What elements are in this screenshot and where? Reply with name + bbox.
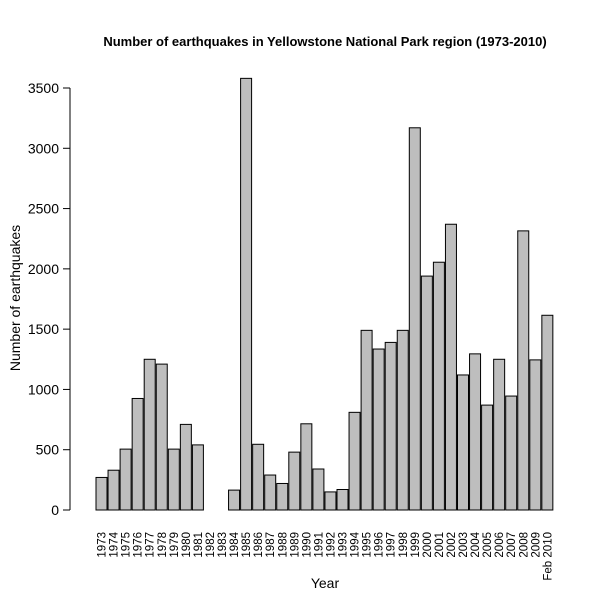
bar-1998 <box>396 329 409 511</box>
x-tick-label: Feb 2010 <box>542 532 554 581</box>
x-tick-label: 2009 <box>530 532 542 558</box>
bar-1975 <box>119 448 132 511</box>
bar-1979 <box>167 448 180 511</box>
x-tick-label: 2007 <box>506 532 518 558</box>
x-tick-label: 1980 <box>181 532 193 558</box>
bar-2006 <box>493 358 506 511</box>
bar-1995 <box>360 329 373 511</box>
x-tick-label: 1998 <box>398 532 410 558</box>
y-tick-label: 500 <box>36 442 60 458</box>
x-tick-label: 2004 <box>470 531 482 557</box>
bar-1990 <box>300 423 313 511</box>
y-tick-label: 1000 <box>28 381 59 397</box>
bar-1981 <box>191 444 204 511</box>
x-tick-label: 1988 <box>277 532 289 558</box>
x-tick-label: 1977 <box>145 532 157 558</box>
bar-1977 <box>143 358 156 511</box>
y-tick-label: 3000 <box>28 140 59 156</box>
y-axis: 0 500 1000 1500 2000 2500 3000 3500 <box>28 80 71 518</box>
bar-2003 <box>457 374 469 511</box>
bar-2009 <box>529 359 542 511</box>
bar-2008 <box>517 230 530 511</box>
bar-1989 <box>288 451 301 511</box>
x-tick-label: 2008 <box>518 532 530 558</box>
bar-1974 <box>107 469 120 511</box>
x-tick-label: 1997 <box>386 532 398 558</box>
x-tick-label: 1999 <box>410 532 422 558</box>
bar-1996 <box>372 348 385 511</box>
bar-1987 <box>264 474 277 511</box>
x-tick-label: 2001 <box>434 532 446 558</box>
x-tick-label: 1973 <box>97 532 109 558</box>
x-tick-label: 2006 <box>494 532 506 558</box>
chart-title: Number of earthquakes in Yellowstone Nat… <box>103 34 546 49</box>
x-tick-label: 1986 <box>253 532 265 558</box>
x-axis-title: Year <box>311 575 340 591</box>
x-tick-label: 1993 <box>338 532 350 558</box>
x-tick-label: 1984 <box>229 531 241 557</box>
bar-1986 <box>252 443 265 511</box>
x-tick-label: 1992 <box>325 532 337 558</box>
x-tick-label: 1983 <box>217 532 229 558</box>
x-tick-label: 2000 <box>422 532 434 558</box>
x-tick-label: 2003 <box>458 532 470 558</box>
x-tick-label: 1975 <box>121 532 133 558</box>
x-tick-label: 2005 <box>482 532 494 558</box>
x-tick-label: 1978 <box>157 532 169 558</box>
bar-2000 <box>420 275 433 511</box>
x-tick-label: 1996 <box>374 532 386 558</box>
bar-1978 <box>155 363 168 511</box>
x-tick-label: 1987 <box>265 532 277 558</box>
bar-2005 <box>481 404 494 511</box>
x-tick-label: 1976 <box>133 532 145 558</box>
x-tick-label: 1982 <box>205 532 217 558</box>
y-tick-label: 2500 <box>28 201 59 217</box>
bar-1991 <box>312 468 325 511</box>
x-tick-label: 1985 <box>241 532 253 558</box>
y-axis-title: Number of earthquakes <box>7 225 23 371</box>
bar-1994 <box>348 411 361 511</box>
x-tick-label: 1991 <box>313 532 325 558</box>
y-tick-label: 3500 <box>28 80 59 96</box>
bar-feb-2010 <box>541 314 554 511</box>
bar-1985 <box>240 77 253 511</box>
bar-1999 <box>408 127 421 511</box>
bar-1997 <box>384 341 397 511</box>
y-tick-label: 0 <box>51 502 59 518</box>
y-tick-label: 1500 <box>28 321 59 337</box>
x-axis-labels: 1973 1974 1975 1976 1977 1978 1979 1980 1981 1982… <box>97 531 555 580</box>
bar-2004 <box>469 353 482 511</box>
bar-1993 <box>336 489 349 511</box>
bars-group <box>95 77 554 511</box>
x-tick-label: 2002 <box>446 532 458 558</box>
bar-1988 <box>276 482 289 511</box>
x-tick-label: 1989 <box>289 532 301 558</box>
bar-2001 <box>432 261 445 511</box>
x-tick-label: 1979 <box>169 532 181 558</box>
x-tick-label: 1981 <box>193 532 205 558</box>
bar-1980 <box>179 423 192 511</box>
bar-2002 <box>444 223 457 511</box>
bar-2007 <box>505 395 518 511</box>
bar-1976 <box>131 397 144 511</box>
bar-1984 <box>228 489 241 511</box>
y-tick-label: 2000 <box>28 261 59 277</box>
x-tick-label: 1990 <box>301 532 313 558</box>
x-tick-label: 1974 <box>109 531 121 557</box>
bar-1973 <box>95 476 108 511</box>
x-tick-label: 1994 <box>350 531 362 557</box>
x-tick-label: 1995 <box>362 532 374 558</box>
bar-1992 <box>324 491 337 511</box>
